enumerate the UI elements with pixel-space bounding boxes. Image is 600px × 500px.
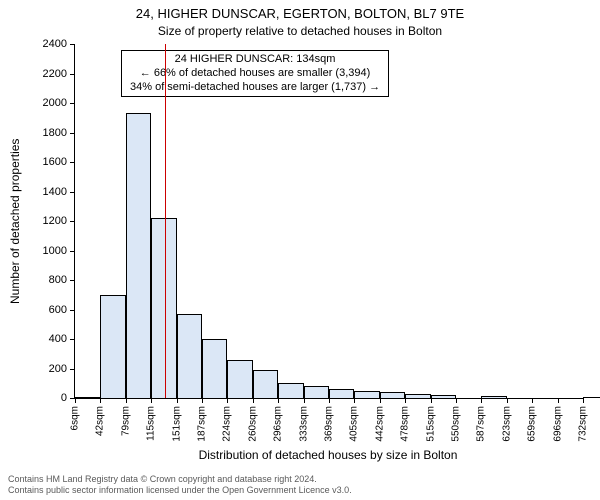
x-tick-label: 187sqm [197,406,208,442]
y-tick-label: 1800 [43,127,67,139]
histogram-bar [126,113,151,398]
annotation-line-1: 24 HIGHER DUNSCAR: 134sqm [130,53,380,67]
x-tick [354,398,355,403]
y-tick-label: 0 [61,392,67,404]
x-tick [100,398,101,403]
x-axis-label: Distribution of detached houses by size … [74,448,582,462]
page-subtitle: Size of property relative to detached ho… [0,24,600,38]
x-tick [431,398,432,403]
footer-line-1: Contains HM Land Registry data © Crown c… [8,474,352,485]
histogram-bar [380,392,405,398]
y-tick [70,221,75,222]
x-tick-label: 42sqm [95,406,106,436]
x-tick [532,398,533,403]
y-tick [70,192,75,193]
x-tick [583,398,584,403]
y-tick-label: 600 [49,304,67,316]
x-tick [481,398,482,403]
y-tick-label: 2400 [43,38,67,50]
x-tick [405,398,406,403]
footer-attribution: Contains HM Land Registry data © Crown c… [8,474,352,496]
x-tick [126,398,127,403]
y-tick-label: 1400 [43,186,67,198]
y-tick-label: 200 [49,363,67,375]
y-tick-label: 1000 [43,245,67,257]
property-marker-line [165,44,166,398]
y-tick-label: 2200 [43,68,67,80]
histogram-bar [354,391,379,398]
y-tick [70,251,75,252]
x-tick-label: 115sqm [146,406,157,441]
x-tick-label: 79sqm [120,406,131,436]
histogram-bar [583,397,600,398]
y-tick-label: 800 [49,274,67,286]
y-tick-label: 1200 [43,215,67,227]
x-tick [75,398,76,403]
x-tick-label: 732sqm [578,406,589,442]
x-tick-label: 696sqm [552,406,563,442]
x-tick [278,398,279,403]
x-tick [177,398,178,403]
histogram-bar [100,295,125,398]
x-tick-label: 369sqm [324,406,335,442]
x-tick-label: 442sqm [374,406,385,442]
x-tick-label: 405sqm [349,406,360,442]
x-tick-label: 6sqm [70,406,81,430]
page-title: 24, HIGHER DUNSCAR, EGERTON, BOLTON, BL7… [0,6,600,21]
x-tick [202,398,203,403]
histogram-bar [202,339,227,398]
annotation-box: 24 HIGHER DUNSCAR: 134sqm ← 66% of detac… [121,50,389,97]
x-tick-label: 659sqm [527,406,538,442]
x-tick [304,398,305,403]
y-axis-label: Number of detached properties [8,44,22,398]
x-tick [329,398,330,403]
histogram-bar [75,397,100,398]
x-tick-label: 260sqm [247,406,258,442]
histogram-bar [304,386,329,398]
x-tick-label: 623sqm [501,406,512,442]
x-tick [558,398,559,403]
x-tick [380,398,381,403]
histogram-plot: 24 HIGHER DUNSCAR: 134sqm ← 66% of detac… [74,44,583,399]
histogram-bar [481,396,506,398]
y-tick [70,133,75,134]
footer-line-2: Contains public sector information licen… [8,485,352,496]
x-tick-label: 296sqm [273,406,284,442]
histogram-bar [177,314,202,398]
histogram-bar [278,383,303,398]
x-tick [227,398,228,403]
x-tick-label: 550sqm [451,406,462,442]
y-tick [70,162,75,163]
y-tick [70,44,75,45]
x-tick-label: 515sqm [425,406,436,442]
x-tick-label: 151sqm [171,406,182,442]
y-tick [70,339,75,340]
histogram-bar [329,389,354,398]
y-tick [70,103,75,104]
annotation-line-2: ← 66% of detached houses are smaller (3,… [130,67,380,81]
x-tick-label: 224sqm [222,406,233,442]
y-tick [70,310,75,311]
y-tick [70,369,75,370]
histogram-bar [253,370,278,398]
x-tick [456,398,457,403]
x-tick [507,398,508,403]
x-tick-label: 478sqm [400,406,411,442]
histogram-bar [227,360,252,398]
x-tick-label: 587sqm [476,406,487,442]
y-tick-label: 1600 [43,156,67,168]
y-tick-label: 400 [49,333,67,345]
y-tick [70,74,75,75]
histogram-bar [405,394,430,398]
histogram-bar [431,395,456,398]
x-tick [253,398,254,403]
x-tick-label: 333sqm [298,406,309,442]
annotation-line-3: 34% of semi-detached houses are larger (… [130,81,380,95]
y-tick [70,280,75,281]
y-tick-label: 2000 [43,97,67,109]
x-tick [151,398,152,403]
